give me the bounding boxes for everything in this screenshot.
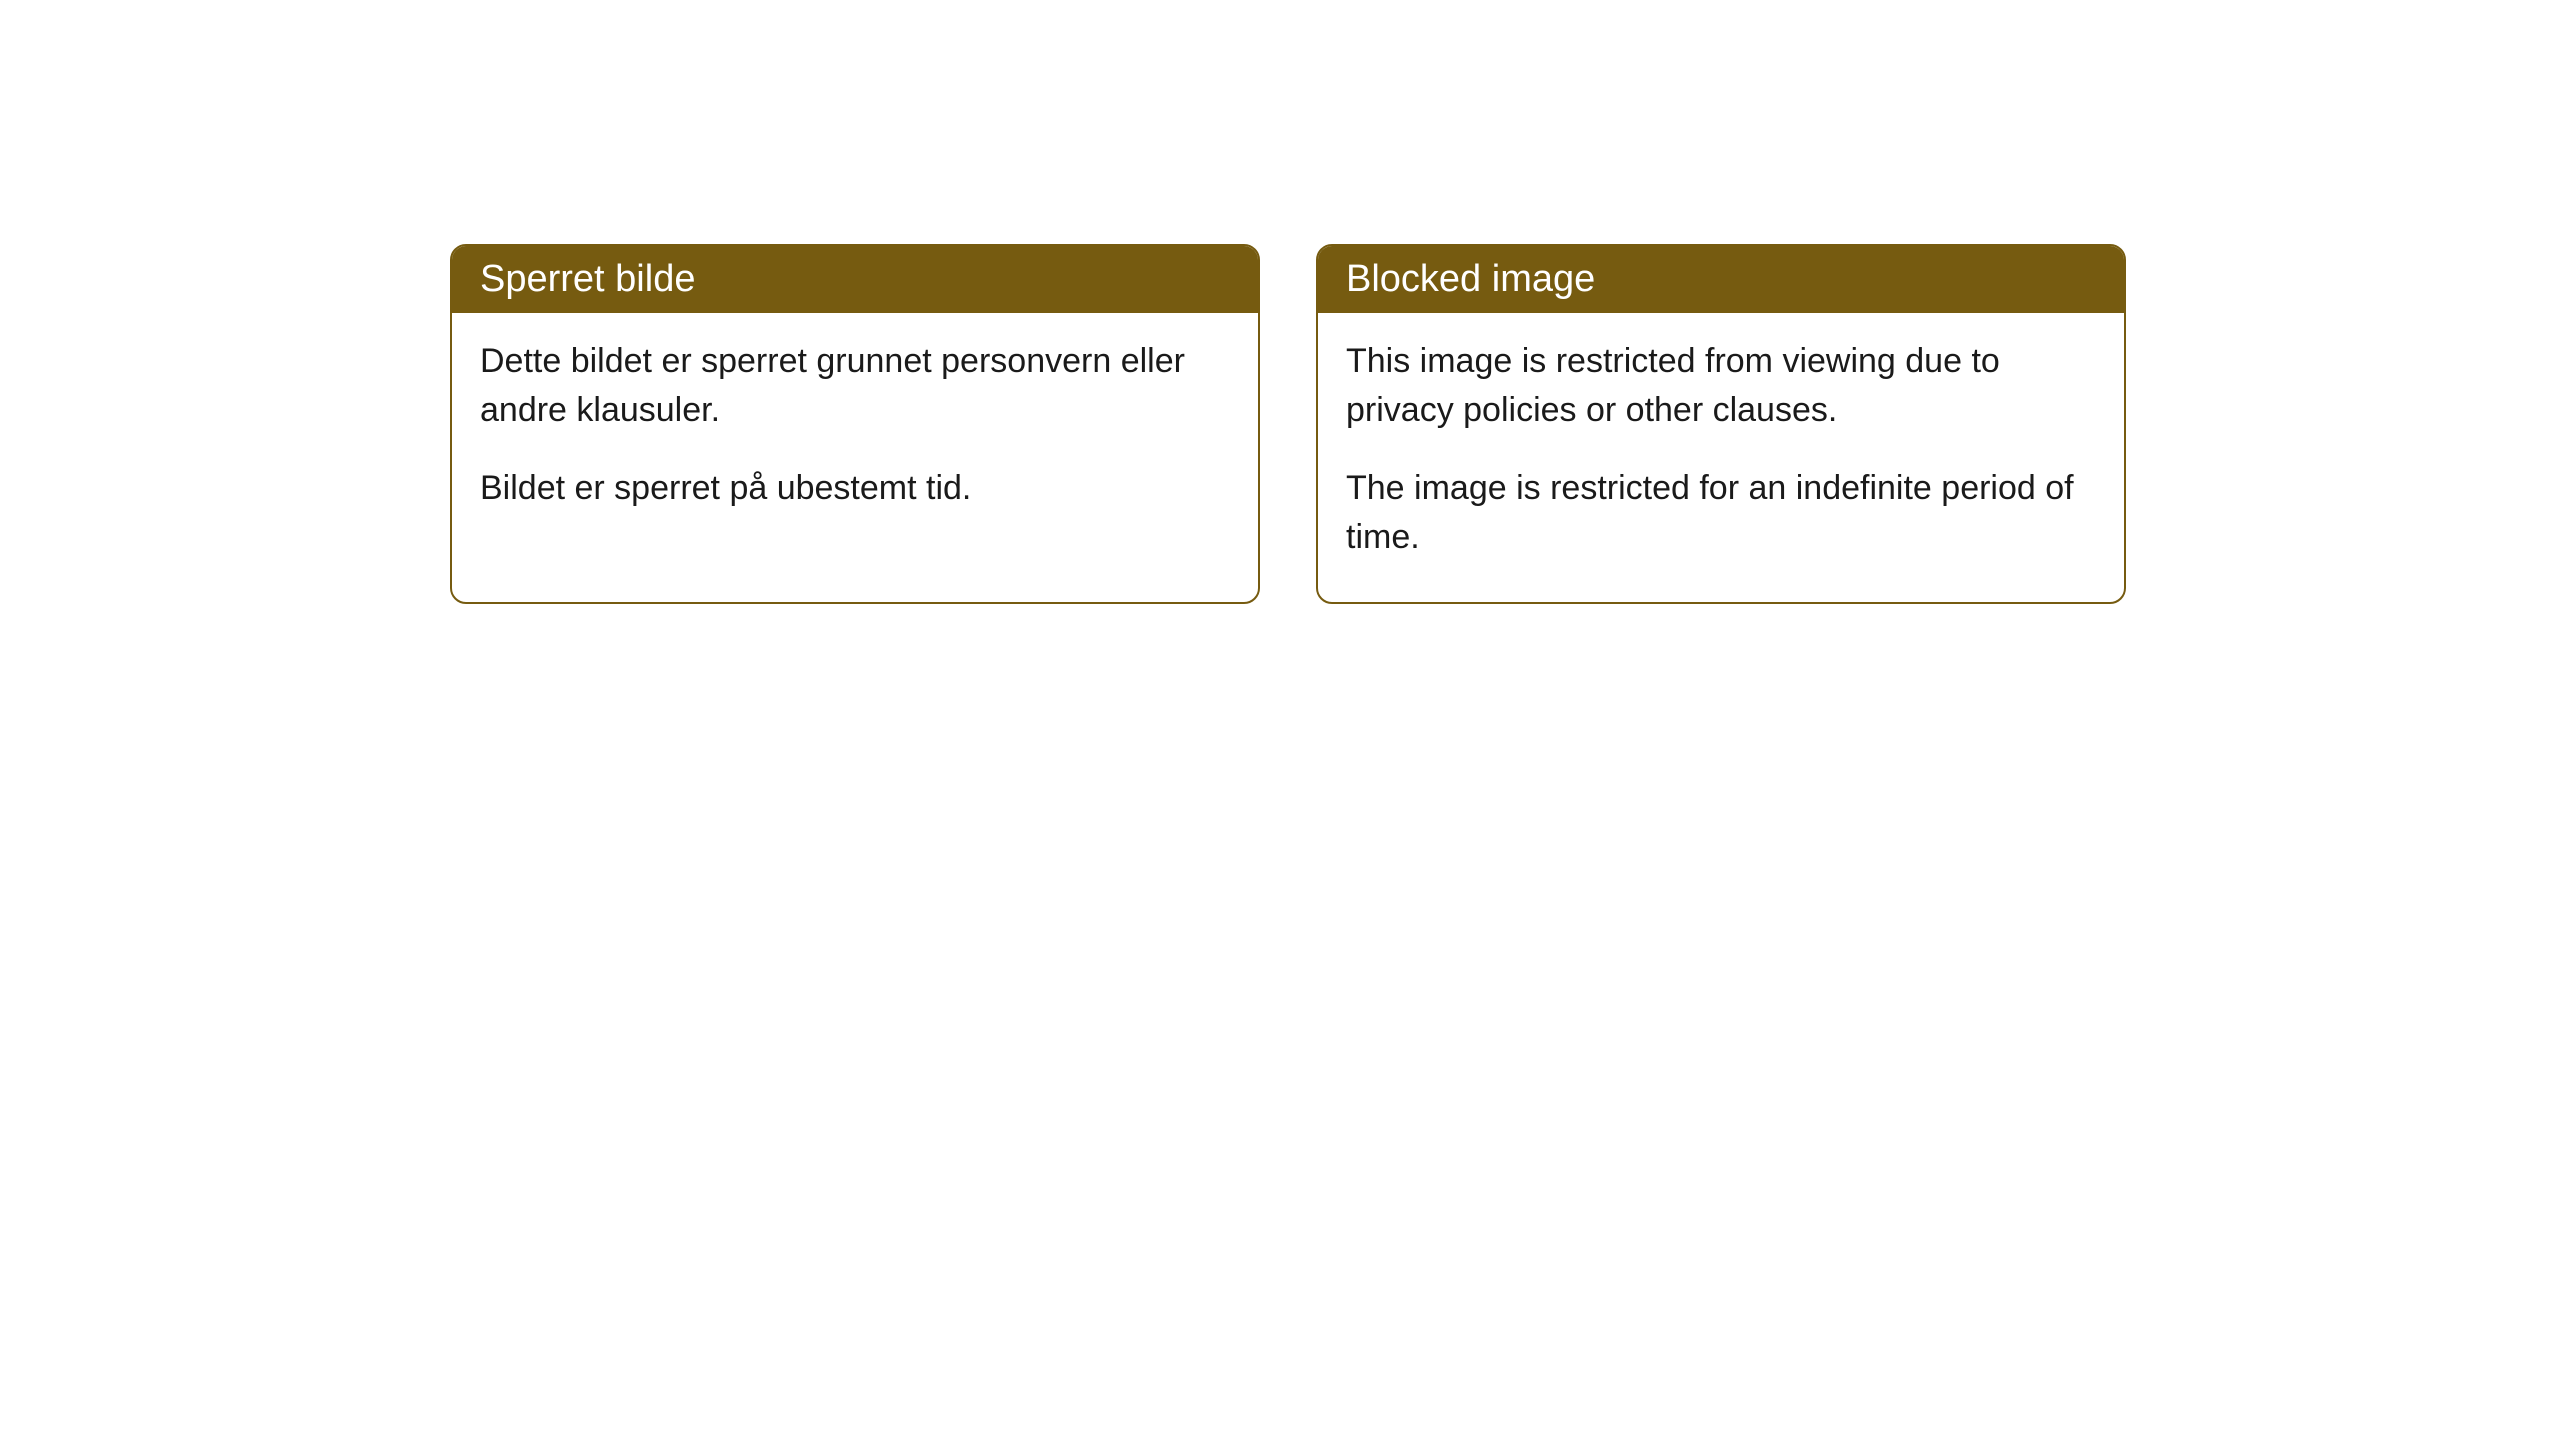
card-title-en: Blocked image [1318, 246, 2124, 313]
blocked-image-card-no: Sperret bilde Dette bildet er sperret gr… [450, 244, 1260, 604]
card-paragraph-no-2: Bildet er sperret på ubestemt tid. [480, 464, 1230, 513]
card-paragraph-en-2: The image is restricted for an indefinit… [1346, 464, 2096, 563]
card-title-no: Sperret bilde [452, 246, 1258, 313]
card-body-en: This image is restricted from viewing du… [1318, 313, 2124, 602]
card-body-no: Dette bildet er sperret grunnet personve… [452, 313, 1258, 553]
blocked-image-card-en: Blocked image This image is restricted f… [1316, 244, 2126, 604]
notice-container: Sperret bilde Dette bildet er sperret gr… [0, 0, 2560, 604]
card-paragraph-no-1: Dette bildet er sperret grunnet personve… [480, 337, 1230, 436]
card-paragraph-en-1: This image is restricted from viewing du… [1346, 337, 2096, 436]
